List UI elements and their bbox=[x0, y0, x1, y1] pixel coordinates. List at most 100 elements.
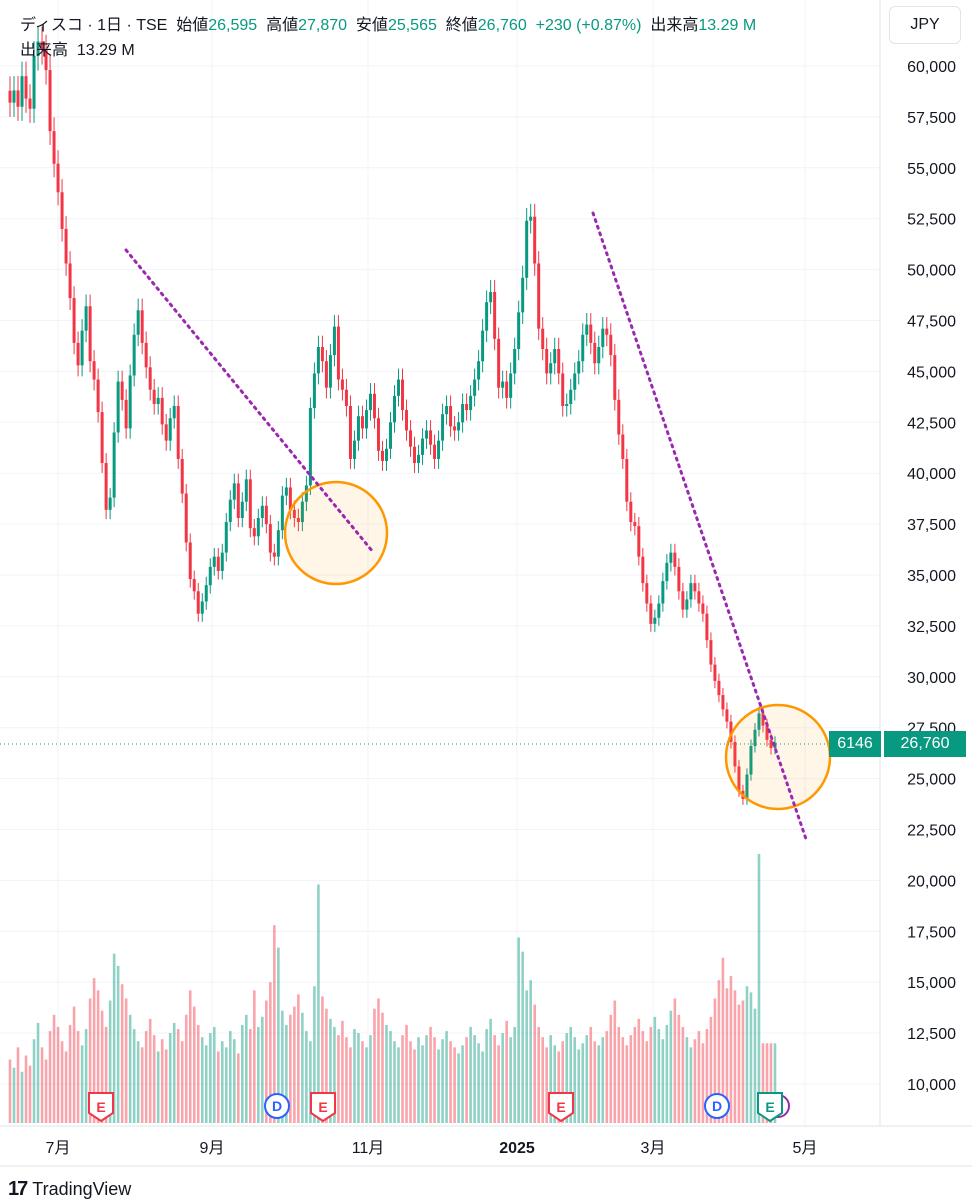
volume-bar bbox=[725, 988, 729, 1123]
volume-bar bbox=[713, 998, 717, 1123]
volume-bar bbox=[705, 1029, 709, 1123]
volume-bar bbox=[257, 1026, 260, 1123]
candle-body bbox=[677, 566, 681, 592]
candle-body bbox=[581, 334, 585, 362]
candle-body bbox=[24, 76, 28, 99]
candle-body bbox=[765, 725, 769, 740]
tradingview-footer[interactable]: 17 TradingView bbox=[8, 1178, 131, 1201]
close-value: 26,760 bbox=[477, 17, 527, 34]
tradingview-wordmark: TradingView bbox=[32, 1179, 132, 1199]
volume-bar bbox=[553, 1045, 557, 1123]
earnings-marker-icon[interactable]: E bbox=[757, 1092, 783, 1123]
volume-bar bbox=[281, 1010, 284, 1123]
candle-body bbox=[184, 493, 188, 543]
volume-bar bbox=[485, 1029, 488, 1123]
candle-body bbox=[116, 381, 120, 433]
earnings-marker-icon[interactable]: E bbox=[88, 1092, 114, 1123]
volume-bar bbox=[593, 1041, 597, 1123]
candle-body bbox=[549, 363, 553, 374]
earnings-marker-icon[interactable]: E bbox=[310, 1092, 336, 1123]
candle-body bbox=[92, 361, 96, 380]
volume-bar bbox=[361, 1041, 364, 1123]
candle-body bbox=[509, 373, 513, 398]
volume-bar bbox=[212, 1026, 216, 1123]
volume-bar bbox=[24, 1055, 28, 1123]
candle-body bbox=[272, 552, 276, 557]
volume-bar bbox=[120, 984, 124, 1123]
earnings-marker-icon[interactable]: E bbox=[548, 1092, 574, 1123]
volume-bar bbox=[297, 994, 300, 1123]
volume-bar bbox=[32, 1039, 36, 1123]
volume-bar bbox=[429, 1026, 432, 1123]
candle-body bbox=[320, 346, 324, 362]
candle-body bbox=[64, 228, 68, 264]
candle-body bbox=[296, 517, 300, 523]
candle-body bbox=[573, 373, 577, 390]
candle-body bbox=[577, 361, 581, 374]
volume-bar bbox=[717, 980, 721, 1123]
candle-body bbox=[601, 328, 605, 347]
highlight-circle-october bbox=[283, 480, 389, 586]
candle-body bbox=[144, 342, 148, 368]
volume-bar bbox=[200, 1037, 204, 1123]
trendline-1 bbox=[124, 248, 375, 554]
candle-body bbox=[268, 524, 272, 553]
candle-body bbox=[461, 403, 465, 423]
candle-body bbox=[300, 501, 304, 523]
volume-bar bbox=[741, 1000, 745, 1123]
axes: 60,000 57,500 55,000 52,500 50,000 47,500 45,0… bbox=[0, 0, 972, 1167]
volume-bar bbox=[60, 1041, 64, 1123]
volume-bar bbox=[28, 1065, 32, 1123]
candle-body bbox=[248, 479, 252, 529]
volume-bar bbox=[345, 1037, 348, 1123]
candle-body bbox=[244, 479, 248, 502]
candle-body bbox=[769, 739, 773, 749]
candle-body bbox=[368, 393, 372, 411]
volume-bar bbox=[661, 1039, 665, 1123]
candle-body bbox=[172, 406, 176, 419]
candle-body bbox=[641, 556, 645, 584]
volume-bar bbox=[128, 1014, 132, 1123]
candle-body bbox=[76, 342, 80, 366]
volume-bar bbox=[269, 982, 272, 1123]
volume-bar bbox=[493, 1035, 496, 1123]
candle-body bbox=[232, 483, 236, 500]
candle-body bbox=[384, 448, 388, 461]
candle-body bbox=[597, 346, 601, 364]
volume-bar bbox=[20, 1071, 24, 1123]
candle-body bbox=[413, 446, 417, 464]
volume-bar bbox=[745, 986, 749, 1123]
currency-button[interactable]: JPY bbox=[889, 6, 961, 44]
volume-bar bbox=[369, 1035, 372, 1123]
volume-legend-label: 出来高 bbox=[20, 42, 69, 59]
volume-bar bbox=[697, 1031, 701, 1123]
price-tick-label: 60,000 bbox=[907, 59, 956, 76]
price-tick-label: 20,000 bbox=[907, 873, 956, 890]
candle-body bbox=[753, 729, 757, 747]
dividend-marker-icon[interactable]: D bbox=[264, 1093, 290, 1119]
volume-bar bbox=[629, 1035, 633, 1123]
dividend-marker-icon[interactable]: D bbox=[704, 1093, 730, 1119]
candle-body bbox=[429, 430, 433, 445]
volume-bar bbox=[337, 1035, 340, 1123]
volume-bar bbox=[509, 1037, 512, 1123]
candle-body bbox=[425, 430, 429, 439]
time-tick-label: 3月 bbox=[641, 1140, 666, 1157]
candle-body bbox=[665, 562, 669, 582]
svg-text:D: D bbox=[712, 1098, 722, 1114]
candle-body bbox=[208, 566, 212, 586]
candle-body bbox=[593, 342, 597, 364]
volume-bar bbox=[12, 1067, 16, 1123]
candle-body bbox=[705, 613, 709, 641]
symbol-title[interactable]: ディスコ · 1日 · TSE bbox=[20, 17, 168, 34]
volume-bar bbox=[136, 1041, 140, 1123]
candle-body bbox=[737, 766, 741, 791]
volume-bar bbox=[409, 1041, 412, 1123]
volume-bar bbox=[733, 990, 737, 1123]
candle-body bbox=[613, 355, 617, 400]
volume-bar bbox=[204, 1045, 208, 1123]
volume-bar bbox=[453, 1047, 456, 1123]
volume-bar bbox=[641, 1031, 645, 1123]
volume-bar bbox=[341, 1020, 344, 1123]
